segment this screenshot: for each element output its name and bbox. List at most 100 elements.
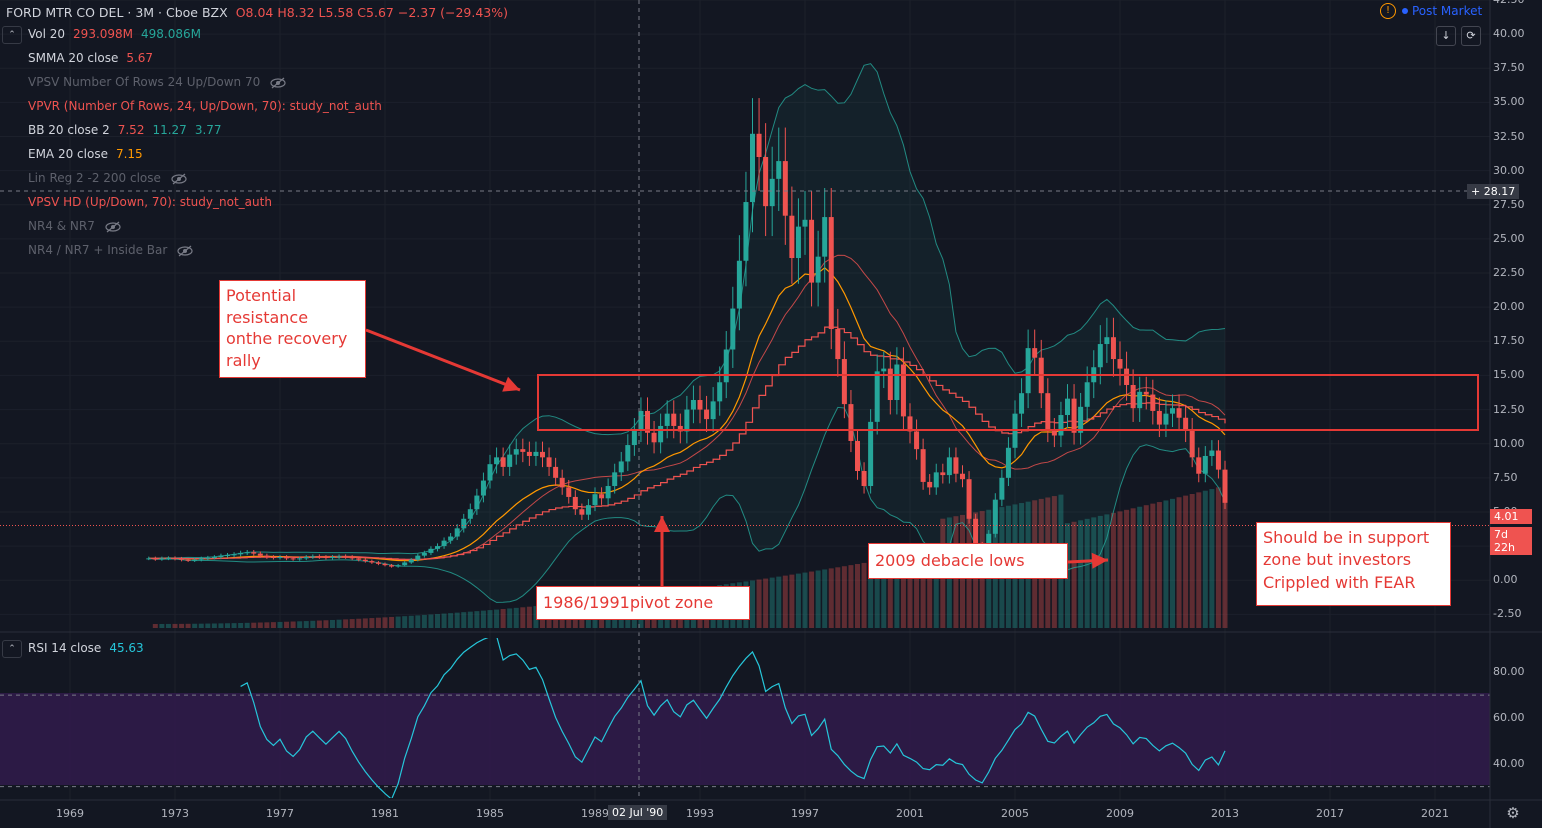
candle — [1170, 394, 1175, 427]
candle-body — [933, 472, 939, 488]
candle — [553, 457, 559, 487]
candle-body — [579, 509, 585, 515]
candle — [500, 447, 506, 476]
candle-body — [349, 557, 355, 559]
candle-body — [526, 451, 532, 456]
candle-body — [1084, 382, 1090, 407]
volume-bar — [887, 558, 893, 628]
candle — [894, 347, 900, 415]
candle-body — [1176, 408, 1182, 418]
legend-row[interactable]: NR4 / NR7 + Inside Bar — [0, 238, 382, 262]
candle — [205, 555, 211, 561]
candle — [907, 403, 913, 444]
volume-bar — [244, 622, 250, 628]
volume-bar — [421, 614, 427, 628]
candle — [868, 409, 874, 494]
volume-bar — [750, 580, 755, 628]
legend-name: VPSV HD (Up/Down, 70): study_not_auth — [28, 195, 272, 209]
candle-body — [750, 133, 755, 203]
candle-body — [1202, 455, 1208, 474]
time-axis-label: 1997 — [791, 807, 819, 820]
legend-row[interactable]: NR4 & NR7 — [0, 214, 382, 238]
volume-bar — [474, 611, 480, 628]
candle-body — [1019, 393, 1025, 414]
eye-hidden-icon[interactable] — [105, 221, 121, 233]
download-arrow-icon[interactable]: ↓ — [1436, 26, 1456, 46]
candle-body — [165, 558, 171, 560]
eye-hidden-icon[interactable] — [177, 245, 193, 257]
legend-row[interactable]: Vol 20 293.098M 498.086M — [0, 22, 382, 46]
annotation-support-fear: Should be in support zone but investors … — [1256, 522, 1451, 606]
candle — [257, 551, 263, 558]
candle — [874, 354, 880, 435]
candle — [795, 198, 801, 284]
legend-value: 5.67 — [126, 51, 154, 65]
candle-body — [1124, 368, 1130, 385]
candle — [408, 558, 414, 564]
volume-bar — [763, 578, 769, 628]
time-axis-label: 2009 — [1106, 807, 1134, 820]
time-axis-label: 2013 — [1211, 807, 1239, 820]
legend-row[interactable]: VPVR (Number Of Rows, 24, Up/Down, 70): … — [0, 94, 382, 118]
candle — [218, 553, 224, 559]
post-market-indicator[interactable]: ! Post Market — [1380, 3, 1482, 19]
time-axis-label: 1993 — [686, 807, 714, 820]
legend-row[interactable]: SMMA 20 close 5.67 — [0, 46, 382, 70]
candle-body — [198, 558, 204, 560]
volume-bar — [165, 623, 171, 628]
eye-hidden-icon[interactable] — [171, 173, 187, 185]
crosshair-price-value: 28.17 — [1483, 185, 1516, 198]
candle — [467, 503, 473, 524]
candle-body — [1150, 394, 1156, 411]
indicator-legend: Vol 20 293.098M 498.086M SMMA 20 close 5.67 V… — [0, 22, 382, 262]
candle — [828, 188, 834, 350]
candle — [960, 465, 965, 488]
candle — [270, 555, 276, 560]
candle-body — [658, 425, 664, 443]
collapse-legend-button[interactable]: ⌃ — [2, 26, 22, 44]
volume-bar — [881, 559, 887, 628]
candle — [540, 441, 545, 468]
candle-body — [710, 401, 716, 420]
legend-row[interactable]: VPSV Number Of Rows 24 Up/Down 70 — [0, 70, 382, 94]
candle-body — [966, 479, 972, 519]
candle-body — [599, 494, 605, 499]
candle-body — [205, 557, 211, 559]
legend-row[interactable]: Lin Reg 2 -2 200 close — [0, 166, 382, 190]
candle — [887, 351, 893, 415]
candle — [704, 395, 710, 433]
volume-bar — [920, 552, 926, 628]
volume-bar — [402, 616, 408, 628]
candle-body — [507, 454, 513, 467]
candle — [966, 471, 972, 524]
volume-bar — [270, 622, 276, 628]
candle — [572, 490, 578, 515]
candle-body — [480, 480, 486, 496]
candle — [940, 463, 946, 484]
candle-body — [861, 471, 867, 487]
candle — [251, 549, 257, 556]
legend-row[interactable]: VPSV HD (Up/Down, 70): study_not_auth — [0, 190, 382, 214]
candle-body — [448, 536, 454, 541]
candle — [730, 286, 736, 368]
candle-body — [802, 219, 808, 227]
candle-body — [874, 371, 880, 422]
candle-body — [428, 548, 434, 553]
candle-body — [1005, 447, 1011, 478]
legend-row[interactable]: BB 20 close 2 7.52 11.27 3.77 — [0, 118, 382, 142]
symbol-title[interactable]: FORD MTR CO DEL · 3M · Cboe BZX — [6, 4, 228, 20]
eye-hidden-icon[interactable] — [270, 77, 286, 89]
candle — [953, 447, 959, 483]
settings-gear-icon[interactable]: ⚙ — [1506, 804, 1520, 822]
legend-name: EMA 20 close — [28, 147, 108, 161]
volume-bar — [441, 613, 447, 628]
candle-body — [179, 558, 185, 560]
collapse-rsi-button[interactable]: ⌃ — [2, 640, 22, 658]
candle — [946, 447, 952, 484]
bollinger-upper-line — [148, 63, 1226, 559]
refresh-icon[interactable]: ⟳ — [1461, 26, 1481, 46]
legend-row[interactable]: EMA 20 close 7.15 — [0, 142, 382, 166]
candle — [927, 474, 933, 495]
candle — [592, 487, 598, 512]
